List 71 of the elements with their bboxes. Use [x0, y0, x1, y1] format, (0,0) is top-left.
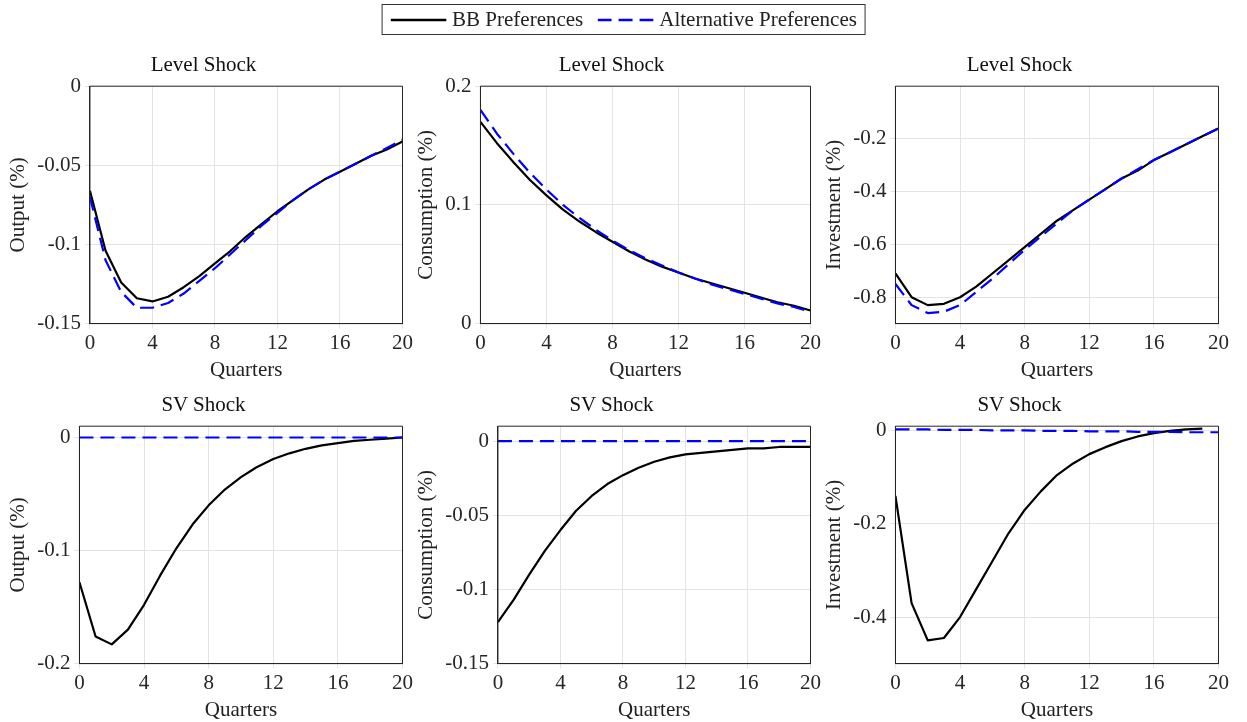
x-tick-label: 20 — [1208, 329, 1229, 354]
x-tick-label: 12 — [262, 669, 284, 694]
x-tick-label: 8 — [1019, 669, 1030, 694]
x-tick-label: 4 — [138, 669, 150, 694]
x-tick-label: 4 — [954, 669, 966, 694]
x-tick-label: 16 — [733, 329, 755, 354]
y-tick-label: -0.2 — [853, 125, 887, 150]
y-tick-label: -0.1 — [47, 230, 81, 255]
x-axis-title: Quarters — [618, 696, 691, 721]
y-tick-label: -0.2 — [37, 650, 71, 675]
y-tick-label: -0.2 — [853, 510, 887, 535]
x-tick-label: 8 — [617, 669, 629, 694]
x-axis-title: Quarters — [204, 696, 278, 721]
y-axis-title: Consumption (%) — [413, 129, 438, 280]
x-tick-label: 4 — [541, 329, 553, 354]
y-tick-label: -0.6 — [853, 230, 887, 255]
x-tick-label: 20 — [392, 329, 413, 354]
y-axis-title: Consumption (%) — [413, 469, 438, 620]
x-tick-label: 12 — [674, 669, 696, 694]
x-tick-label: 16 — [737, 669, 759, 694]
y-tick-label: 0 — [875, 417, 887, 442]
y-axis-title: Output (%) — [5, 157, 30, 253]
y-tick-label: 0 — [59, 424, 71, 449]
y-axis-title: Investment (%) — [821, 479, 846, 610]
x-tick-label: 12 — [1078, 669, 1100, 694]
y-tick-label: 0 — [460, 310, 472, 335]
x-axis-title: Quarters — [1020, 356, 1094, 381]
y-axis-title: Investment (%) — [821, 139, 846, 270]
y-tick-label: -0.15 — [445, 650, 489, 675]
x-tick-label: 12 — [1078, 329, 1100, 354]
x-axis-title: Quarters — [210, 356, 283, 381]
y-axis-title: Output (%) — [5, 497, 30, 593]
legend-label: Alternative Preferences — [659, 7, 857, 32]
x-tick-label: 20 — [800, 669, 821, 694]
x-tick-label: 16 — [1143, 669, 1165, 694]
y-tick-label: -0.05 — [445, 501, 489, 526]
x-tick-label: 4 — [954, 329, 966, 354]
legend-label: BB Preferences — [452, 7, 584, 32]
x-tick-label: 16 — [327, 669, 349, 694]
y-tick-label: -0.1 — [455, 575, 489, 600]
x-tick-label: 20 — [800, 329, 821, 354]
x-tick-label: 8 — [1019, 329, 1030, 354]
y-tick-label: 0.2 — [445, 72, 472, 97]
y-tick-label: 0.1 — [445, 191, 472, 216]
x-tick-label: 4 — [555, 669, 567, 694]
chart-title: Level Shock — [558, 52, 665, 77]
y-tick-label: -0.15 — [37, 310, 81, 335]
x-axis-title: Quarters — [1020, 696, 1094, 721]
chart-title: SV Shock — [977, 392, 1063, 417]
chart-title: SV Shock — [569, 392, 655, 417]
chart-title: SV Shock — [161, 392, 247, 417]
x-tick-label: 16 — [329, 329, 351, 354]
x-tick-label: 8 — [607, 329, 618, 354]
x-tick-label: 12 — [667, 329, 689, 354]
x-axis-title: Quarters — [609, 356, 682, 381]
x-tick-label: 8 — [209, 329, 221, 354]
y-tick-label: 0 — [478, 427, 489, 452]
y-tick-label: 0 — [70, 72, 81, 97]
y-tick-label: -0.05 — [37, 151, 81, 176]
x-tick-label: 12 — [266, 329, 288, 354]
x-tick-label: 4 — [147, 329, 159, 354]
y-tick-label: -0.4 — [853, 603, 887, 628]
y-tick-label: -0.4 — [853, 178, 887, 203]
x-tick-label: 20 — [1208, 669, 1229, 694]
y-tick-label: -0.8 — [853, 283, 887, 308]
x-tick-label: 8 — [203, 669, 214, 694]
x-tick-label: 16 — [1143, 329, 1165, 354]
chart-title: Level Shock — [966, 52, 1073, 77]
y-tick-label: -0.1 — [37, 537, 71, 562]
x-tick-label: 20 — [392, 669, 413, 694]
chart-title: Level Shock — [150, 52, 257, 77]
